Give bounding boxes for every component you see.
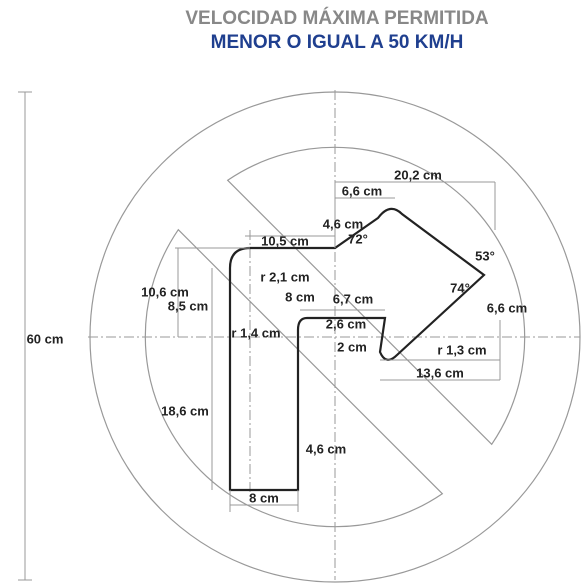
dimension-label: 60 cm: [27, 331, 64, 346]
dimension-label: 6,6 cm: [342, 183, 382, 198]
dimension-label: r 1,3 cm: [437, 342, 486, 357]
dimension-label: 8 cm: [249, 490, 279, 505]
title: VELOCIDAD MÁXIMA PERMITIDA: [185, 7, 489, 29]
subtitle: MENOR O IGUAL A 50 KM/H: [211, 32, 464, 53]
dimension-label: 18,6 cm: [161, 403, 209, 418]
dimension-label: 74°: [450, 280, 470, 295]
dimension-label: 2,6 cm: [326, 316, 366, 331]
dimension-label: 10,6 cm: [141, 284, 189, 299]
dimension-label: 20,2 cm: [394, 167, 442, 182]
dimension-label: 8,5 cm: [168, 298, 208, 313]
dimension-label: 4,6 cm: [306, 441, 346, 456]
dimension-lines: [18, 91, 501, 581]
dimension-label: 4,6 cm: [323, 216, 363, 231]
dimension-label: 13,6 cm: [416, 365, 464, 380]
dimension-label: 2 cm: [337, 339, 367, 354]
dimension-label: 10,5 cm: [261, 233, 309, 248]
upper-segment: [226, 146, 526, 446]
dimension-label: 6,7 cm: [333, 291, 373, 306]
arrow: [228, 207, 486, 492]
dimension-label: r 2,1 cm: [260, 269, 309, 284]
dimension-label: 8 cm: [285, 289, 315, 304]
dimension-label: 6,6 cm: [487, 300, 527, 315]
dimension-label: 72°: [348, 231, 368, 246]
lower-segment: [144, 228, 444, 528]
dimension-label: 53°: [475, 248, 495, 263]
dimension-label: r 1,4 cm: [231, 325, 280, 340]
